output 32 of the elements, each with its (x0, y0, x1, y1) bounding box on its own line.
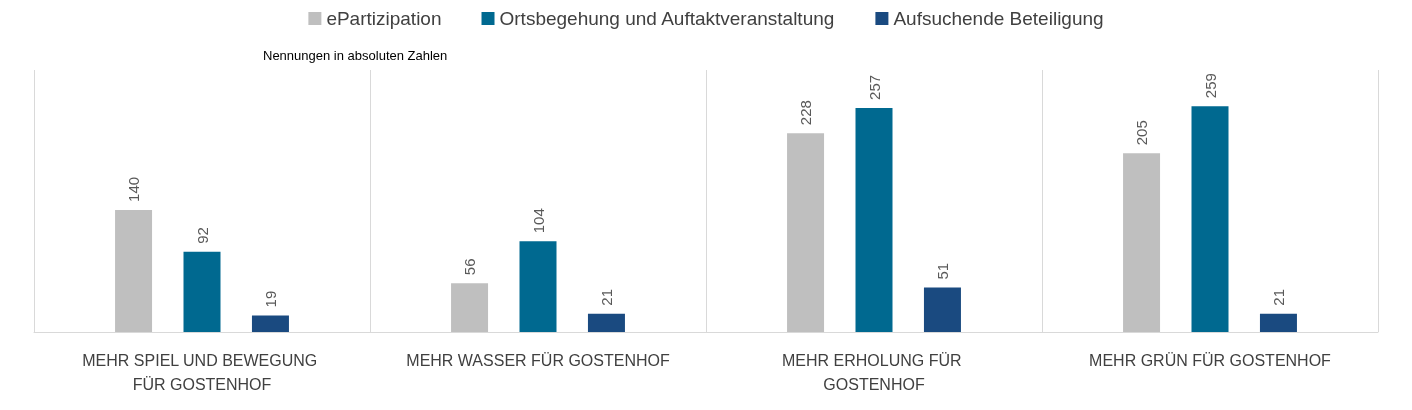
data-label: 92 (193, 227, 211, 244)
legend-label: ePartizipation (326, 8, 442, 29)
x-tick-label: MEHR SPIEL UND BEWEGUNG FÜR GOSTENHOF (82, 351, 322, 393)
bar (451, 283, 489, 332)
data-label: 21 (597, 289, 615, 306)
bar (183, 251, 221, 332)
data-label: 51 (933, 262, 951, 280)
data-label: 228 (797, 100, 815, 126)
bar (251, 315, 289, 332)
data-label: 259 (1201, 73, 1219, 99)
bar (1191, 106, 1229, 332)
bar (519, 241, 557, 332)
data-label: 56 (461, 258, 479, 276)
data-label: 140 (125, 176, 143, 202)
data-label: 205 (1133, 120, 1151, 146)
data-label: 257 (865, 74, 883, 100)
x-tick-label: MEHR WASSER FÜR GOSTENHOF (406, 351, 670, 369)
x-tick-label: MEHR ERHOLUNG FÜR GOSTENHOF (781, 351, 967, 393)
data-label: 104 (529, 208, 547, 234)
legend-label: Aufsuchende Beteiligung (893, 8, 1104, 29)
bar (1259, 313, 1297, 332)
bar (1123, 153, 1161, 332)
data-label: 21 (1269, 289, 1287, 306)
x-tick-label: MEHR GRÜN FÜR GOSTENHOF (1089, 351, 1332, 369)
bar (923, 287, 961, 332)
bar (855, 107, 893, 332)
chart-subtitle: Nennungen in absoluten Zahlen (263, 48, 448, 63)
bar (587, 313, 625, 332)
bar (115, 209, 153, 332)
bar (787, 133, 825, 332)
data-label: 19 (261, 290, 279, 308)
legend-label: Ortsbegehung und Auftaktveranstaltung (499, 8, 835, 29)
